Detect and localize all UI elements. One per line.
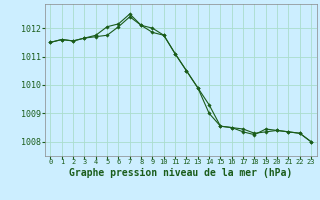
X-axis label: Graphe pression niveau de la mer (hPa): Graphe pression niveau de la mer (hPa) — [69, 168, 292, 178]
